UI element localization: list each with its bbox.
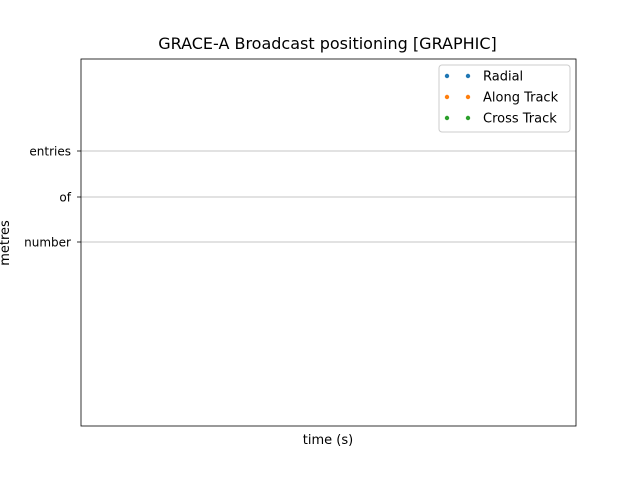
legend-marker [444,94,450,100]
legend-marker [465,115,471,121]
legend-label: Radial [483,70,523,85]
y-axis-label: metres [0,220,13,266]
legend-label: Along Track [483,91,559,106]
legend-marker [444,115,450,121]
legend-label: Cross Track [483,112,557,127]
y-tick-label: of [59,191,71,205]
legend-marker [444,73,450,79]
legend: Radial Along Track Cross Track [438,64,571,133]
x-axis-label: time (s) [303,433,353,448]
legend-items: Radial Along Track Cross Track [444,70,559,127]
legend-marker [465,73,471,79]
plot-area [80,58,577,427]
y-ticks: entries of number [24,145,81,250]
legend-marker [465,94,471,100]
chart-title: GRACE-A Broadcast positioning [GRAPHIC] [158,34,497,53]
legend-box [438,64,571,133]
y-tick-label: number [24,236,71,250]
grid [81,150,576,243]
y-tick-label: entries [29,145,71,159]
